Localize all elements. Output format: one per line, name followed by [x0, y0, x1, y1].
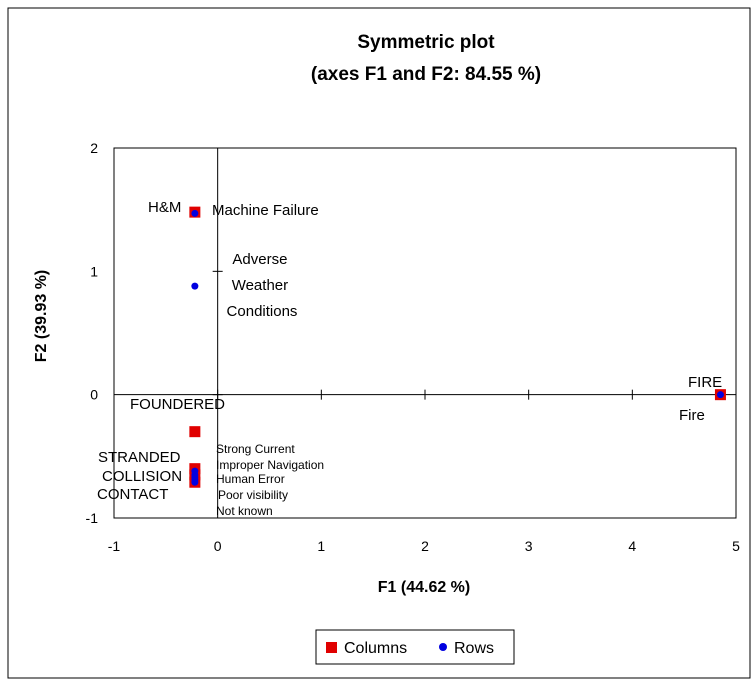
label-foundered: FOUNDERED	[130, 396, 225, 413]
axis-tick-labels: -1 0 1 2 3 4 5 -1 0 1 2	[86, 140, 741, 554]
row-point	[716, 391, 724, 399]
chart-title: Symmetric plot	[357, 32, 495, 53]
label-fire-lower: Fire	[679, 407, 705, 424]
row-point	[191, 478, 199, 486]
label-strong-current: Strong Current	[216, 442, 295, 456]
y-tick-label: 0	[90, 387, 98, 403]
x-tick-label: 5	[732, 538, 740, 554]
y-tick-label: 1	[90, 263, 98, 279]
plot-area	[113, 147, 737, 519]
x-tick-label: 1	[317, 538, 325, 554]
x-tick-label: 2	[421, 538, 429, 554]
point-labels: H&M FIRE FOUNDERED STRANDED COLLISION CO…	[97, 199, 722, 518]
legend-rows-label: Rows	[454, 640, 494, 657]
label-fire-upper: FIRE	[688, 374, 722, 391]
label-contact: CONTACT	[97, 486, 168, 503]
label-collision: COLLISION	[102, 468, 182, 485]
row-point	[191, 209, 199, 217]
legend: Columns Rows	[315, 629, 515, 665]
label-hm: H&M	[148, 199, 181, 216]
series-rows	[191, 209, 724, 486]
axis-ticks	[113, 147, 737, 519]
x-axis-title: F1 (44.62 %)	[378, 579, 470, 596]
label-poor-visibility: Poor visibility	[218, 488, 288, 502]
label-human-error: Human Error	[216, 472, 285, 486]
legend-rows-marker	[439, 643, 447, 651]
x-tick-label: 0	[214, 538, 222, 554]
chart-area-border	[7, 7, 751, 679]
row-point	[191, 282, 199, 290]
legend-columns-marker	[326, 642, 337, 653]
x-tick-label: -1	[108, 538, 121, 554]
label-stranded: STRANDED	[98, 449, 181, 466]
label-not-known: Not known	[216, 504, 273, 518]
chart-subtitle: (axes F1 and F2: 84.55 %)	[311, 64, 541, 85]
label-machine-failure: Machine Failure	[212, 202, 319, 219]
legend-box	[315, 629, 515, 665]
x-tick-label: 4	[628, 538, 636, 554]
y-axis-title: F2 (39.93 %)	[33, 270, 50, 362]
label-adverse-weather: Adverse Weather Conditions	[227, 251, 298, 320]
y-tick-label: 2	[90, 140, 98, 156]
label-improper-navigation: Improper Navigation	[216, 458, 324, 472]
x-tick-label: 3	[525, 538, 533, 554]
column-point	[189, 426, 201, 438]
legend-columns-label: Columns	[344, 640, 407, 657]
y-tick-label: -1	[86, 510, 99, 526]
